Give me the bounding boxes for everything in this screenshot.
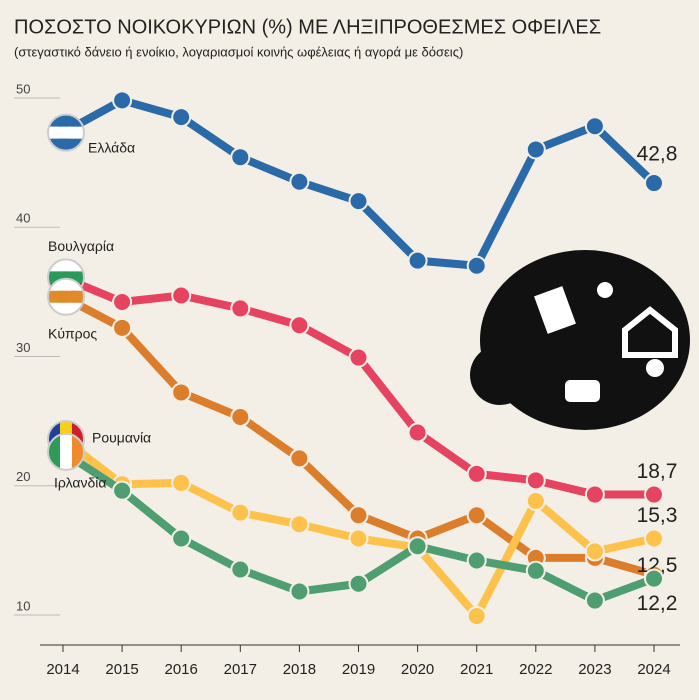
point (584, 484, 605, 505)
data-label: 12,5 (637, 554, 678, 577)
x-tick-label: 2024 (637, 661, 670, 678)
x-tick-label: 2023 (578, 661, 611, 678)
flag-border (47, 113, 85, 152)
x-tick-label: 2015 (105, 661, 138, 678)
point (230, 559, 251, 580)
point (348, 191, 369, 212)
point (112, 90, 133, 111)
flag (47, 432, 85, 471)
x-tick-label: 2021 (460, 661, 493, 678)
point (407, 250, 428, 271)
series: Ελλάδα 42,8 (47, 90, 678, 276)
line (61, 96, 657, 270)
point (466, 550, 487, 571)
point (348, 528, 369, 549)
point (230, 502, 251, 523)
point (644, 528, 664, 549)
point (289, 581, 310, 602)
flag (47, 113, 85, 152)
illustration (470, 250, 690, 430)
flag-stripe (60, 433, 72, 470)
x-tick-label: 2018 (283, 661, 316, 678)
point (407, 422, 428, 443)
flag-border (47, 277, 85, 316)
point (289, 448, 310, 469)
point (289, 171, 310, 192)
flag-stripe (48, 290, 84, 303)
data-label: 15,3 (637, 504, 678, 527)
point (348, 505, 369, 526)
x-tick-label: 2020 (401, 661, 434, 678)
data-label: 12,2 (637, 592, 678, 615)
point (348, 347, 369, 368)
point (584, 541, 605, 562)
point (348, 573, 369, 594)
point (230, 298, 251, 319)
y-tick-label: 50 (16, 81, 30, 96)
point (407, 536, 428, 557)
point (525, 139, 546, 160)
legend-label: Ιρλανδία (54, 475, 106, 491)
legend-label: Βουλγαρία (48, 238, 114, 254)
data-label: 42,8 (637, 143, 678, 166)
y-tick-label: 10 (16, 598, 30, 613)
point (525, 491, 546, 512)
point (171, 528, 192, 549)
point (584, 590, 605, 611)
point (644, 173, 664, 194)
legend-label: Ελλάδα (88, 139, 135, 155)
point (289, 514, 310, 535)
flag (47, 277, 85, 316)
legend-label: Κύπρος (48, 326, 97, 342)
flag-border (47, 432, 85, 471)
x-tick-label: 2019 (342, 661, 375, 678)
point (171, 285, 192, 306)
point (644, 484, 664, 505)
x-tick-label: 2017 (224, 661, 257, 678)
point (230, 147, 251, 168)
flag-stripe (48, 126, 84, 139)
y-tick-label: 30 (16, 340, 30, 355)
point (230, 407, 251, 428)
x-tick-label: 2022 (519, 661, 552, 678)
chart-title: ΠΟΣΟΣΤΟ ΝΟΙΚΟΚΥΡΙΩΝ (%) ΜΕ ΛΗΞΙΠΡΟΘΕΣΜΕΣ… (14, 16, 601, 38)
point (466, 463, 487, 484)
point (525, 470, 546, 491)
point (171, 472, 192, 493)
point (112, 317, 133, 338)
x-tick-label: 2016 (165, 661, 198, 678)
y-tick-label: 40 (16, 211, 30, 226)
point (171, 382, 192, 403)
point (525, 560, 546, 581)
data-label: 18,7 (637, 460, 678, 483)
y-tick-label: 20 (16, 469, 30, 484)
x-tick-label: 2014 (46, 661, 79, 678)
point (584, 116, 605, 137)
chart-subtitle: (στεγαστικό δάνειο ή ενοίκιο, λογαριασμο… (14, 44, 463, 59)
point (112, 291, 133, 312)
legend-label: Ρουμανία (92, 430, 151, 446)
point (466, 505, 487, 526)
point (171, 107, 192, 128)
point (644, 568, 664, 589)
point (466, 606, 487, 627)
series: Ιρλανδία 12,2 (47, 432, 678, 615)
point (112, 480, 133, 501)
point (289, 315, 310, 336)
point (466, 255, 487, 276)
